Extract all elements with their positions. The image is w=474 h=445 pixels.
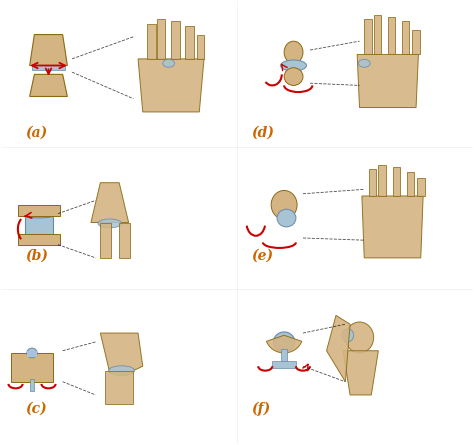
Bar — [18, 205, 60, 216]
Bar — [402, 21, 410, 54]
Text: (a): (a) — [25, 125, 47, 139]
Bar — [105, 371, 133, 404]
Bar — [100, 222, 111, 258]
Polygon shape — [343, 351, 378, 395]
Ellipse shape — [342, 329, 354, 342]
Polygon shape — [30, 35, 67, 65]
Bar — [11, 353, 53, 382]
Ellipse shape — [284, 68, 303, 85]
Ellipse shape — [277, 209, 296, 227]
Wedge shape — [266, 335, 302, 353]
Bar — [171, 21, 180, 59]
Polygon shape — [91, 183, 128, 222]
Bar — [147, 24, 156, 59]
Bar — [30, 380, 34, 391]
Text: (b): (b) — [25, 249, 48, 263]
Ellipse shape — [271, 190, 297, 219]
Ellipse shape — [284, 41, 303, 63]
Bar — [157, 19, 165, 59]
Bar — [18, 234, 60, 245]
Bar — [185, 26, 194, 59]
Bar — [364, 19, 372, 54]
Polygon shape — [357, 54, 419, 108]
Text: (d): (d) — [251, 125, 274, 139]
Polygon shape — [30, 74, 67, 97]
Bar — [412, 30, 420, 54]
Ellipse shape — [346, 322, 374, 353]
Bar — [25, 216, 53, 243]
Ellipse shape — [281, 60, 307, 71]
Bar — [197, 35, 203, 59]
Ellipse shape — [98, 219, 121, 228]
Bar — [27, 351, 37, 357]
Text: (c): (c) — [25, 402, 47, 416]
Bar — [273, 361, 296, 368]
Ellipse shape — [273, 332, 295, 352]
Ellipse shape — [25, 214, 53, 218]
Ellipse shape — [25, 240, 53, 244]
Polygon shape — [362, 196, 423, 258]
Bar — [281, 348, 287, 364]
Ellipse shape — [358, 59, 370, 67]
Ellipse shape — [163, 59, 174, 67]
Polygon shape — [327, 316, 350, 382]
Bar — [378, 165, 386, 196]
Bar — [392, 167, 400, 196]
Bar — [388, 17, 395, 54]
Text: (e): (e) — [251, 249, 273, 263]
Bar — [369, 170, 376, 196]
Ellipse shape — [109, 366, 135, 376]
Text: (f): (f) — [251, 401, 270, 416]
Polygon shape — [100, 333, 143, 373]
Bar — [32, 65, 65, 70]
Polygon shape — [138, 59, 204, 112]
Bar — [374, 15, 381, 54]
Bar — [119, 222, 129, 258]
Bar — [417, 178, 425, 196]
Ellipse shape — [27, 348, 37, 358]
Bar — [407, 172, 414, 196]
